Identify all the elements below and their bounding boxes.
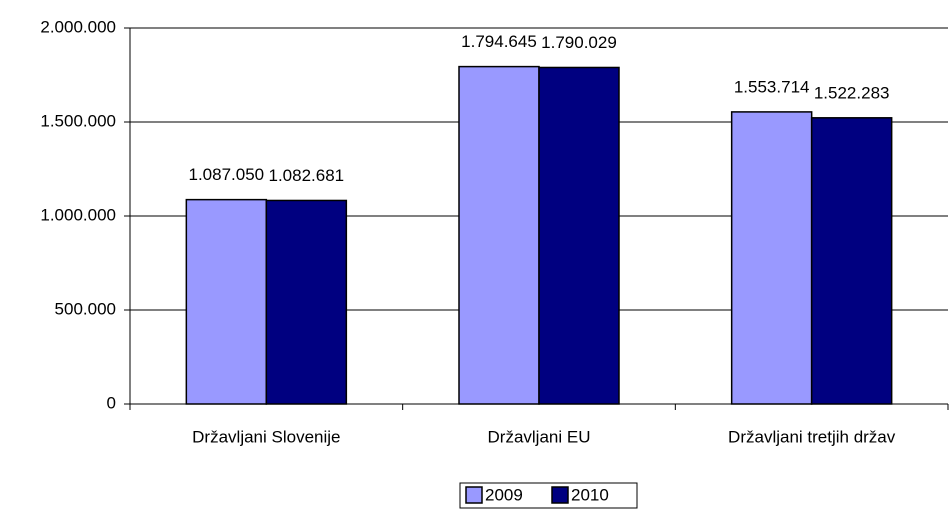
legend-swatch bbox=[465, 486, 483, 504]
y-tick-label: 0 bbox=[107, 393, 116, 412]
bar bbox=[538, 66, 620, 405]
y-tick-label: 1.500.000 bbox=[40, 111, 116, 130]
legend-label: 2010 bbox=[571, 485, 609, 504]
value-label: 1.087.050 bbox=[189, 165, 265, 184]
y-tick-label: 2.000.000 bbox=[40, 17, 116, 36]
bar bbox=[730, 111, 813, 405]
x-tick-label: Državljani Slovenije bbox=[192, 427, 340, 446]
y-tick-label: 1.000.000 bbox=[40, 205, 116, 224]
bar bbox=[810, 117, 893, 405]
value-label: 1.794.645 bbox=[461, 32, 537, 51]
value-label: 1.790.029 bbox=[541, 33, 617, 52]
x-tick-label: Državljani tretjih držav bbox=[728, 427, 896, 446]
value-label: 1.522.283 bbox=[814, 83, 890, 102]
legend-box bbox=[459, 482, 638, 509]
legend-label: 2009 bbox=[485, 485, 523, 504]
x-tick-label: Državljani EU bbox=[488, 427, 591, 446]
bar bbox=[265, 199, 348, 405]
bar bbox=[185, 198, 268, 405]
y-tick-label: 500.000 bbox=[55, 299, 116, 318]
value-label: 1.082.681 bbox=[269, 166, 345, 185]
value-label: 1.553.714 bbox=[734, 77, 810, 96]
bar bbox=[458, 65, 540, 405]
legend-swatch bbox=[551, 486, 569, 504]
